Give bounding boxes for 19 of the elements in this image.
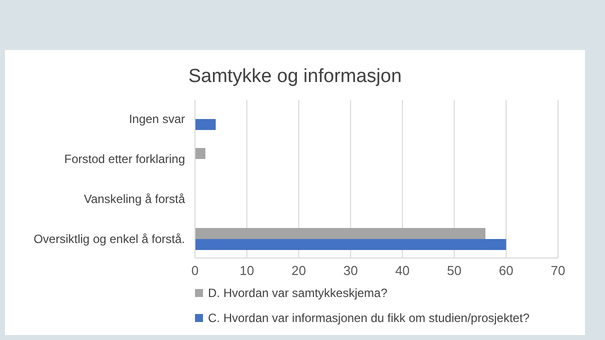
x-tick-label: 10 xyxy=(240,263,254,278)
x-tick-label: 60 xyxy=(498,263,514,278)
bar xyxy=(195,228,486,239)
chart-title: Samtykke og informasjon xyxy=(188,66,402,87)
legend-label: C. Hvordan var informasjonen du fikk om studien/prosjektet? xyxy=(208,311,530,325)
bar xyxy=(195,239,506,250)
x-tick-label: 70 xyxy=(550,263,566,278)
x-tick-label: 0 xyxy=(191,263,199,278)
x-tick-label: 20 xyxy=(291,263,306,278)
x-tick-label: 50 xyxy=(447,263,462,278)
legend-label: D. Hvordan var samtykkeskjema? xyxy=(208,286,388,300)
y-tick-label: Forstod etter forklaring xyxy=(64,152,185,166)
y-tick-label: Vanskeling å forstå xyxy=(84,192,186,206)
y-tick-label: Oversiktlig og enkel å forstå. xyxy=(34,232,185,246)
x-tick-label: 30 xyxy=(343,263,358,278)
y-tick-label: Ingen svar xyxy=(128,112,185,126)
x-tick-label: 40 xyxy=(395,263,410,278)
bar xyxy=(195,148,206,159)
bar xyxy=(195,119,216,130)
